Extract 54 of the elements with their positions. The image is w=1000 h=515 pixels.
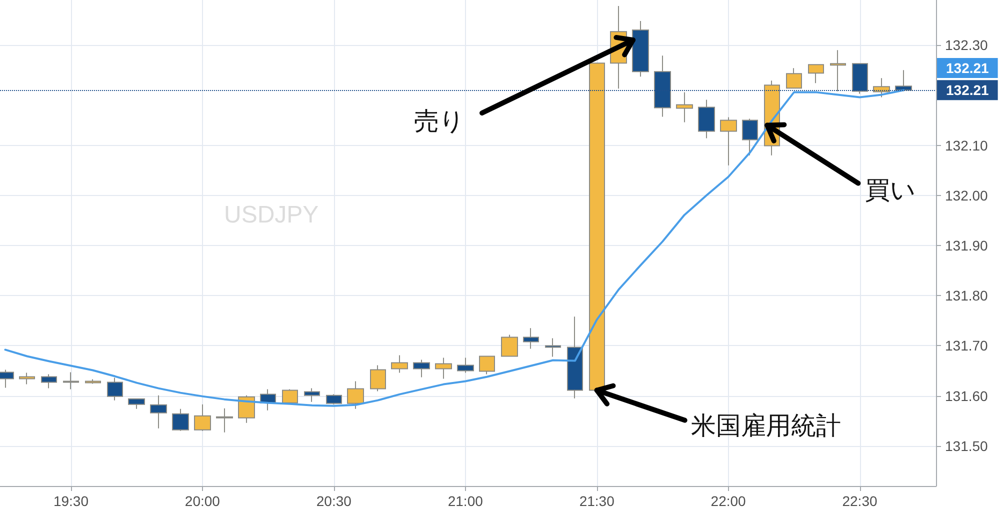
x-tick-label: 21:00 (448, 493, 484, 509)
candlestick (391, 354, 408, 374)
annotation: 買い (865, 176, 916, 205)
candlestick (808, 64, 824, 84)
candlestick (304, 388, 320, 402)
candlestick (194, 404, 211, 432)
candlestick (63, 372, 79, 390)
candlestick (282, 388, 298, 404)
y-tick-label: 131.90 (945, 238, 988, 254)
candlestick (85, 378, 101, 384)
x-tick-label: 22:30 (842, 493, 878, 509)
candlestick (41, 374, 57, 389)
candlestick (873, 78, 890, 98)
annotation: 米国雇用統計 (690, 410, 841, 440)
candlestick (698, 99, 715, 139)
y-tick-label: 132.30 (945, 37, 988, 54)
candlestick (216, 408, 233, 433)
candlestick (238, 394, 255, 424)
y-tick-label: 132.00 (945, 187, 988, 204)
candlestick (413, 359, 430, 378)
annotation: 売り (414, 106, 465, 136)
x-tick-label: 19:30 (53, 493, 89, 509)
ref-line-label: 132.21 (946, 82, 990, 98)
candlestick (632, 20, 649, 78)
candlestick (347, 380, 364, 410)
y-tick-label: 131.60 (945, 388, 988, 404)
x-tick-label: 22:00 (710, 493, 746, 509)
candlestick (172, 408, 189, 432)
candlestick (479, 355, 495, 375)
x-tick-label: 20:30 (316, 493, 352, 509)
candlestick (435, 357, 452, 380)
candlestick (720, 116, 737, 166)
candlestick (786, 68, 802, 89)
candlestick (107, 377, 123, 401)
y-tick-label: 131.50 (945, 438, 988, 454)
candlestick (326, 394, 342, 405)
y-tick-label: 131.70 (945, 338, 988, 354)
candlestick (370, 364, 386, 392)
candlestick (742, 118, 758, 156)
candlestick (830, 50, 846, 92)
candlestick (457, 357, 474, 374)
candlestick (567, 316, 583, 399)
candlestick (523, 328, 539, 350)
candlestick (150, 394, 167, 429)
y-tick-label: 131.80 (945, 288, 988, 304)
x-tick-label: 21:30 (579, 493, 615, 509)
x-tick-label: 20:00 (184, 493, 220, 509)
y-tick-label: 132.10 (945, 137, 988, 154)
text: 132.21 (946, 60, 990, 76)
candlestick (676, 92, 693, 123)
candlestick (501, 334, 518, 357)
candlestick (545, 338, 561, 358)
candlestick (19, 372, 35, 385)
candlestick (128, 398, 145, 410)
